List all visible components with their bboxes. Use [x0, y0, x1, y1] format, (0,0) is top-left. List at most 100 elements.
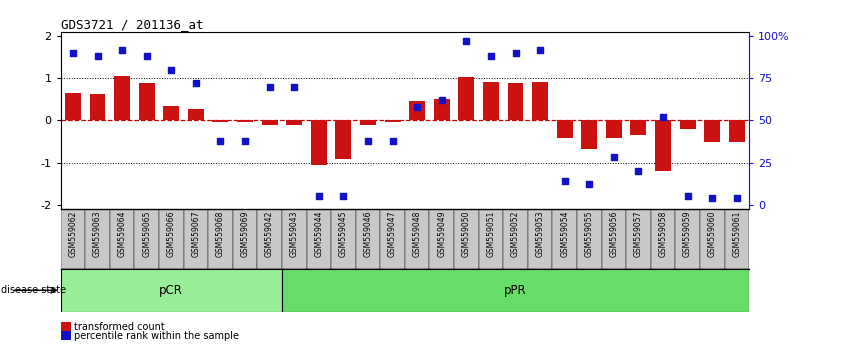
Text: GSM559049: GSM559049 [437, 211, 446, 257]
Bar [650, 209, 675, 269]
Bar [164, 105, 179, 120]
Bar [557, 120, 572, 138]
Point [337, 193, 351, 199]
Text: GSM559068: GSM559068 [216, 211, 225, 257]
Point [681, 193, 695, 199]
Bar [626, 209, 650, 269]
Point [385, 138, 399, 143]
Bar [507, 83, 523, 120]
Bar [553, 209, 577, 269]
Bar [380, 209, 404, 269]
Text: GSM559056: GSM559056 [610, 211, 618, 257]
Bar [602, 209, 626, 269]
Point [730, 195, 744, 201]
Bar [331, 209, 356, 269]
Text: GSM559042: GSM559042 [265, 211, 275, 257]
Bar [385, 120, 401, 122]
Text: GSM559061: GSM559061 [733, 211, 741, 257]
Bar [675, 209, 700, 269]
Bar [188, 109, 204, 120]
Bar [282, 269, 749, 312]
Text: GSM559052: GSM559052 [511, 211, 520, 257]
Point [361, 138, 375, 143]
Point [459, 38, 473, 44]
Bar [287, 120, 302, 125]
Bar [110, 209, 134, 269]
Point [189, 80, 203, 86]
Text: GSM559046: GSM559046 [364, 211, 372, 257]
Bar [409, 101, 425, 120]
Bar [85, 209, 110, 269]
Bar [307, 209, 331, 269]
Bar [233, 209, 257, 269]
Bar [655, 120, 671, 171]
Bar [282, 209, 307, 269]
Point [607, 155, 621, 160]
Bar [134, 209, 159, 269]
Point [165, 67, 178, 73]
Text: GSM559063: GSM559063 [93, 211, 102, 257]
Bar [700, 209, 725, 269]
Text: GSM559057: GSM559057 [634, 211, 643, 257]
Bar [360, 120, 376, 125]
Bar [434, 99, 449, 120]
Text: GSM559047: GSM559047 [388, 211, 397, 257]
Text: GSM559044: GSM559044 [314, 211, 323, 257]
Bar [114, 76, 130, 120]
Text: GSM559048: GSM559048 [413, 211, 422, 257]
Text: GSM559069: GSM559069 [241, 211, 249, 257]
Text: transformed count: transformed count [74, 322, 165, 332]
Text: GSM559050: GSM559050 [462, 211, 471, 257]
Bar [479, 209, 503, 269]
Bar [729, 120, 745, 142]
Bar [61, 269, 282, 312]
Bar [454, 209, 479, 269]
Bar [680, 120, 695, 129]
Bar [356, 209, 380, 269]
Bar [606, 120, 622, 138]
Bar [581, 120, 598, 149]
Bar [532, 81, 548, 120]
Text: GSM559059: GSM559059 [683, 211, 692, 257]
Point [91, 53, 105, 59]
Text: GSM559062: GSM559062 [68, 211, 77, 257]
Bar [184, 209, 208, 269]
Bar [458, 78, 475, 120]
Text: GSM559054: GSM559054 [560, 211, 569, 257]
Bar [630, 120, 646, 135]
Bar [527, 209, 553, 269]
Text: GSM559067: GSM559067 [191, 211, 200, 257]
Text: GDS3721 / 201136_at: GDS3721 / 201136_at [61, 18, 204, 31]
Bar [208, 209, 233, 269]
Bar [704, 120, 721, 142]
Bar [212, 120, 229, 122]
Point [238, 138, 252, 143]
Bar [335, 120, 352, 159]
Text: GSM559043: GSM559043 [290, 211, 299, 257]
Point [533, 47, 547, 52]
Bar [237, 120, 253, 122]
Bar [311, 120, 326, 165]
Bar [483, 81, 499, 120]
Text: pPR: pPR [504, 284, 527, 297]
Text: disease state: disease state [1, 285, 66, 295]
Point [631, 168, 645, 174]
Point [214, 138, 228, 143]
Point [288, 84, 301, 90]
Text: GSM559066: GSM559066 [167, 211, 176, 257]
Point [66, 50, 80, 56]
Bar [89, 94, 106, 120]
Text: GSM559055: GSM559055 [585, 211, 594, 257]
Point [435, 97, 449, 103]
Point [262, 84, 276, 90]
Bar [577, 209, 602, 269]
Bar [725, 209, 749, 269]
Text: GSM559064: GSM559064 [118, 211, 126, 257]
Bar [139, 83, 155, 120]
Text: GSM559058: GSM559058 [658, 211, 668, 257]
Bar [430, 209, 454, 269]
Point [558, 178, 572, 184]
Point [508, 50, 522, 56]
Text: percentile rank within the sample: percentile rank within the sample [74, 331, 240, 341]
Point [582, 182, 596, 187]
